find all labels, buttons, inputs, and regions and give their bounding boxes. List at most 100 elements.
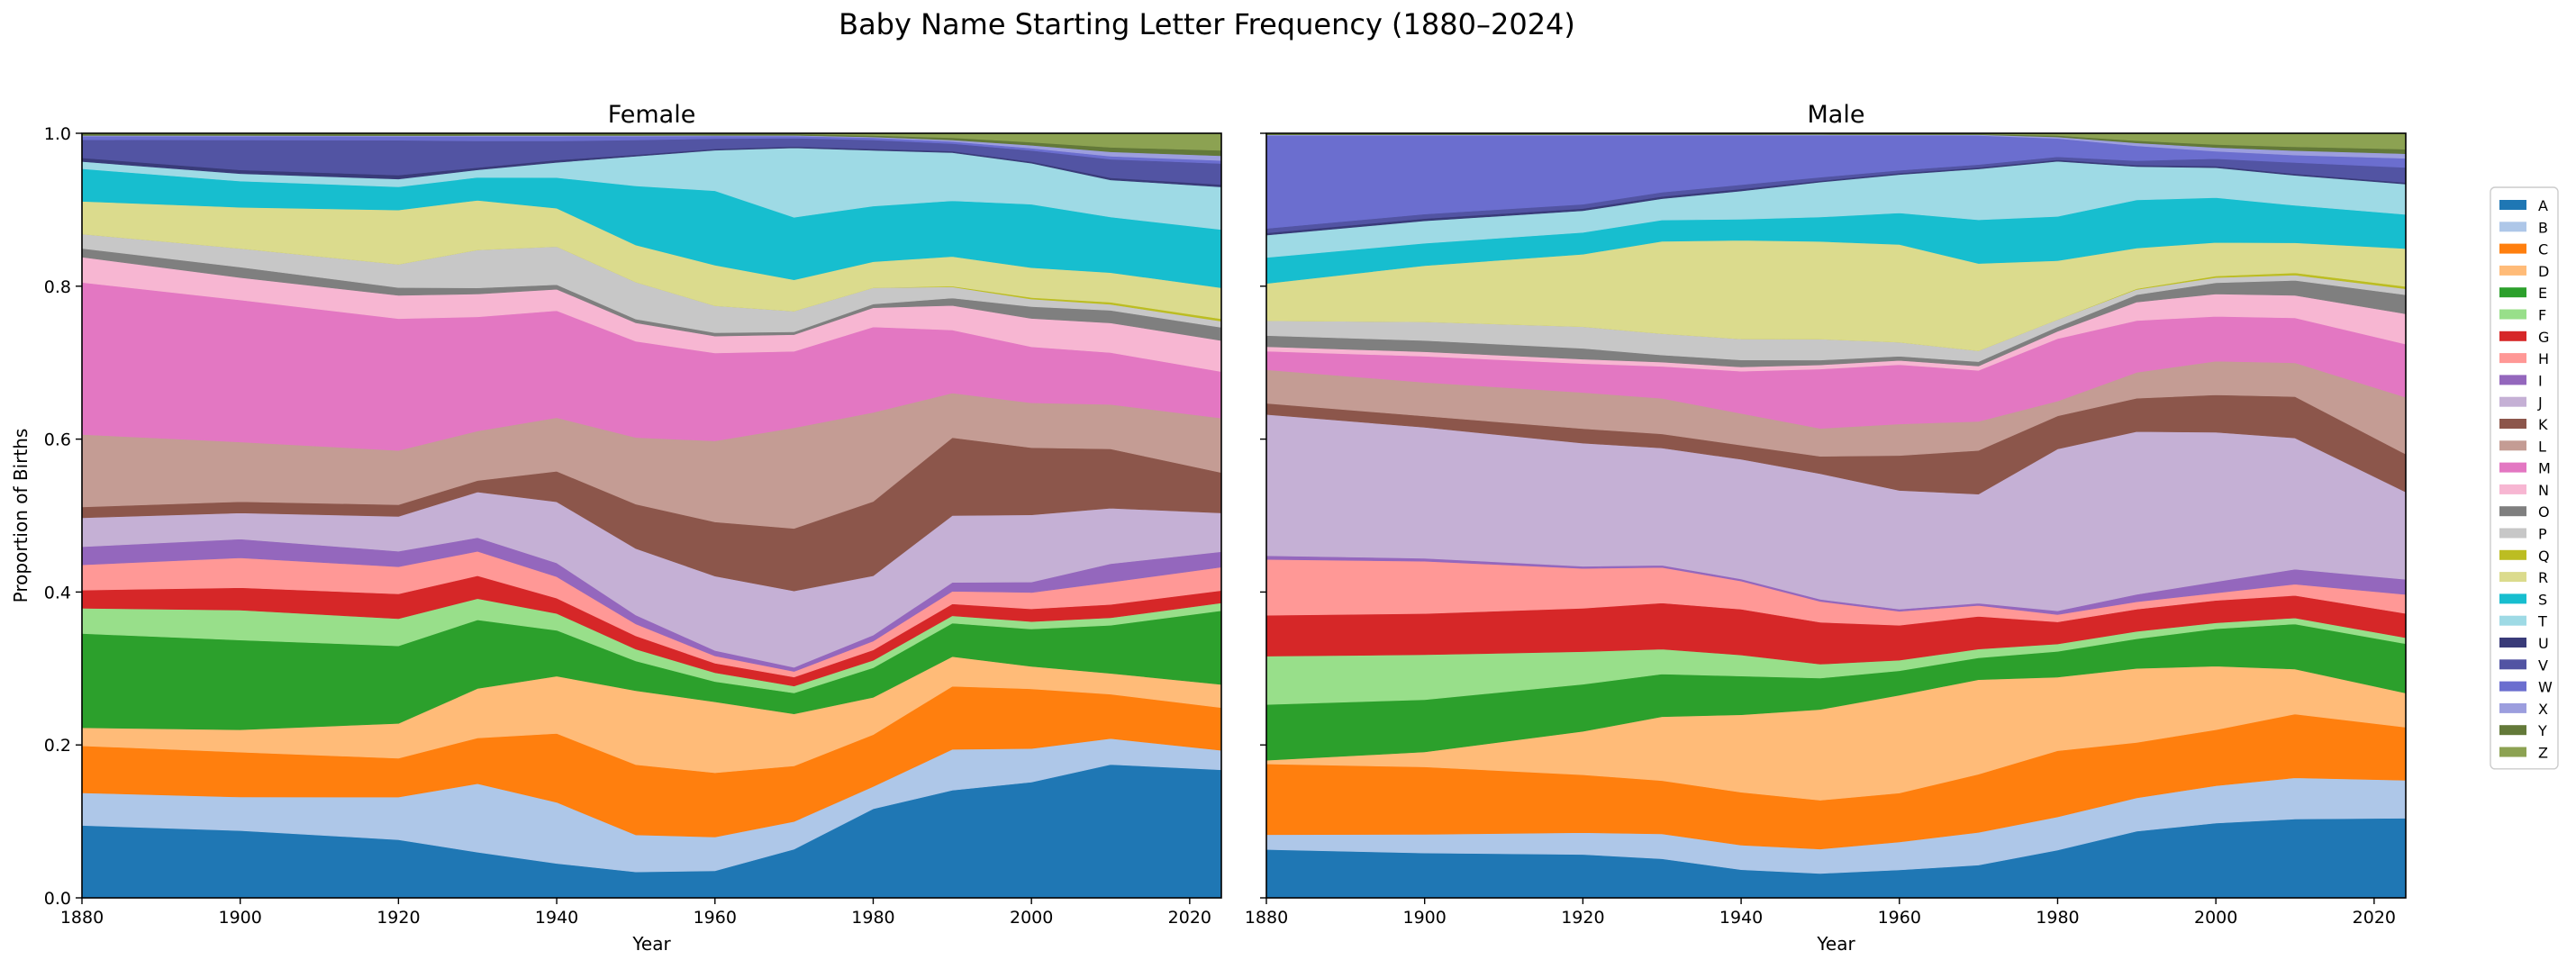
x-tick-label: 1900 xyxy=(1403,908,1447,928)
legend-item-U: U xyxy=(2499,635,2549,652)
x-tick-label: 2020 xyxy=(2353,908,2396,928)
x-ticks: 1880 1900 1920 1940 1960 1980 2000 2020 xyxy=(60,898,1211,928)
legend-swatch xyxy=(2499,506,2526,517)
y-tick-label: 1.0 xyxy=(44,124,71,144)
legend-label: M xyxy=(2538,460,2551,477)
legend-label: K xyxy=(2538,416,2548,433)
legend-item-F: F xyxy=(2499,307,2546,324)
x-tick-label: 1920 xyxy=(376,908,420,928)
x-tick-label: 1920 xyxy=(1561,908,1604,928)
legend-item-R: R xyxy=(2499,569,2548,586)
legend-label: N xyxy=(2538,482,2549,499)
legend-swatch xyxy=(2499,702,2526,713)
legend-swatch xyxy=(2499,353,2526,364)
y-tick-label: 0.6 xyxy=(44,430,71,450)
legend-item-C: C xyxy=(2499,241,2548,258)
x-tick-label: 2000 xyxy=(2194,908,2237,928)
legend-item-M: M xyxy=(2499,460,2551,477)
legend-item-E: E xyxy=(2499,285,2547,302)
panel-title: Male xyxy=(1808,101,1865,129)
legend-label: B xyxy=(2538,219,2548,236)
legend-swatch xyxy=(2499,638,2526,648)
legend-label: H xyxy=(2538,350,2549,367)
y-tick-label: 0.0 xyxy=(44,889,71,909)
legend-item-W: W xyxy=(2499,679,2553,696)
stacked-areas xyxy=(1265,132,2407,899)
legend-label: I xyxy=(2538,372,2543,389)
legend-swatch xyxy=(2499,659,2526,670)
legend-label: L xyxy=(2538,438,2546,455)
x-tick-label: 2020 xyxy=(1168,908,1211,928)
legend-label: A xyxy=(2538,197,2548,214)
legend-swatch xyxy=(2499,222,2526,232)
y-axis-label: Proportion of Births xyxy=(10,429,32,603)
legend-swatch xyxy=(2499,243,2526,254)
x-tick-label: 1960 xyxy=(694,908,737,928)
legend-swatch xyxy=(2499,265,2526,276)
legend-item-D: D xyxy=(2499,263,2549,280)
panel-female: Female 1880 1900 1920 1940 1960 1980 2000 2020 0.… xyxy=(10,101,1222,955)
legend-item-P: P xyxy=(2499,526,2547,543)
axes-frame xyxy=(81,132,1222,899)
y-tick-label: 0.2 xyxy=(44,736,71,756)
y-ticks xyxy=(1260,132,1266,899)
legend-swatch xyxy=(2499,528,2526,539)
y-ticks: 0.0 0.2 0.4 0.6 0.8 1.0 xyxy=(44,124,82,909)
legend-item-T: T xyxy=(2499,613,2547,630)
legend-label: D xyxy=(2538,263,2549,280)
legend-label: Y xyxy=(2537,722,2547,739)
x-tick-label: 1980 xyxy=(851,908,894,928)
x-tick-label: 2000 xyxy=(1010,908,1053,928)
legend-label: G xyxy=(2538,329,2549,346)
legend-swatch xyxy=(2499,331,2526,341)
legend-item-S: S xyxy=(2499,591,2547,608)
x-axis-label: Year xyxy=(631,933,671,955)
legend-label: Z xyxy=(2538,745,2548,762)
legend-swatch xyxy=(2499,725,2526,736)
legend-item-K: K xyxy=(2499,416,2548,433)
x-tick-label: 1900 xyxy=(219,908,262,928)
legend-label: O xyxy=(2538,503,2550,521)
legend-swatch xyxy=(2499,419,2526,429)
stacked-areas xyxy=(81,132,1222,899)
legend-item-A: A xyxy=(2499,197,2548,214)
legend-label: V xyxy=(2538,657,2548,674)
legend-item-G: G xyxy=(2499,329,2549,346)
legend-label: R xyxy=(2538,569,2548,586)
legend-swatch xyxy=(2499,549,2526,560)
x-ticks: 1880 1900 1920 1940 1960 1980 2000 2020 xyxy=(1245,898,2396,928)
legend-item-L: L xyxy=(2499,438,2546,455)
x-tick-label: 1960 xyxy=(1878,908,1921,928)
legend-swatch xyxy=(2499,396,2526,407)
legend-item-B: B xyxy=(2499,219,2548,236)
legend-item-O: O xyxy=(2499,503,2550,521)
x-tick-label: 1980 xyxy=(2036,908,2079,928)
legend-swatch xyxy=(2499,287,2526,298)
legend-swatch xyxy=(2499,200,2526,210)
legend-swatch xyxy=(2499,309,2526,320)
legend-item-Q: Q xyxy=(2499,548,2550,565)
x-tick-label: 1940 xyxy=(1719,908,1763,928)
panel-male: Male 1880 1900 1920 1940 1960 1980 2000 2020 Year xyxy=(1245,101,2407,955)
x-axis-label: Year xyxy=(1816,933,1855,955)
y-tick-label: 0.8 xyxy=(44,277,71,297)
legend-label: S xyxy=(2538,591,2547,608)
legend-swatch xyxy=(2499,572,2526,583)
legend-label: W xyxy=(2538,679,2553,696)
legend-item-H: H xyxy=(2499,350,2549,367)
legend-item-Y: Y xyxy=(2499,722,2547,739)
axes-frame xyxy=(1265,132,2407,899)
legend-label: E xyxy=(2538,285,2547,302)
legend-item-V: V xyxy=(2499,657,2548,674)
panel-title: Female xyxy=(608,101,696,129)
legend-label: Q xyxy=(2538,548,2550,565)
legend-swatch xyxy=(2499,747,2526,757)
legend-label: J xyxy=(2537,394,2543,412)
figure-title: Baby Name Starting Letter Frequency (188… xyxy=(839,7,1575,41)
y-tick-label: 0.4 xyxy=(44,583,71,602)
legend-item-N: N xyxy=(2499,482,2549,499)
legend-item-Z: Z xyxy=(2499,745,2548,762)
legend-item-J: J xyxy=(2499,394,2543,412)
legend-swatch xyxy=(2499,462,2526,473)
